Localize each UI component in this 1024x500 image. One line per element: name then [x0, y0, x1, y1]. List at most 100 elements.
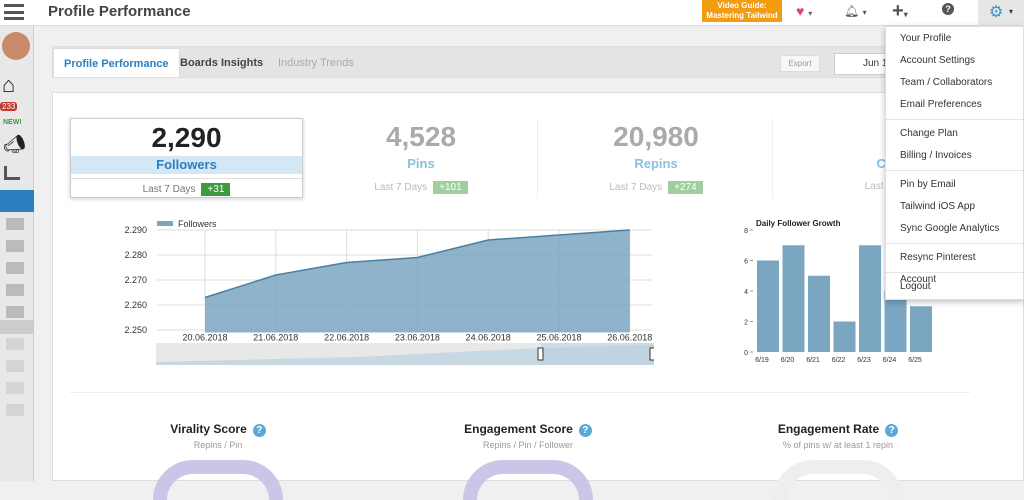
score-title-text: Virality Score	[170, 422, 247, 436]
x-tick-label: 23.06.2018	[395, 333, 440, 343]
heart-icon[interactable]: ♥ ▾	[796, 3, 813, 19]
y-tick-label: 8	[744, 228, 748, 235]
menu-item[interactable]: Email Preferences	[900, 99, 982, 110]
tab[interactable]: Profile Performance	[53, 48, 180, 78]
y-tick-label: 4	[744, 289, 748, 296]
menu-item[interactable]: Sync Google Analytics	[900, 223, 1000, 234]
menu-separator	[886, 119, 1023, 120]
settings-button[interactable]: ⚙ ▾	[978, 0, 1024, 26]
x-tick-label: 25.06.2018	[536, 333, 581, 343]
page-title: Profile Performance	[48, 3, 191, 20]
y-tick-label: 0	[744, 350, 748, 357]
x-tick-label: 21.06.2018	[253, 333, 298, 343]
chart-title: Daily Follower Growth	[756, 219, 841, 228]
change-badge: +101	[433, 181, 468, 194]
chart-icon[interactable]	[4, 166, 20, 180]
menu-item[interactable]: Resync Pinterest Account	[900, 252, 976, 285]
y-tick-label: 2.260	[124, 300, 147, 310]
nav-icons[interactable]	[6, 338, 24, 418]
y-tick-label: 2.270	[124, 275, 147, 285]
x-tick-label: 24.06.2018	[466, 333, 511, 343]
bar	[859, 245, 881, 352]
menu-item[interactable]: Billing / Invoices	[900, 150, 972, 161]
x-tick-label: 26.06.2018	[607, 333, 652, 343]
bar	[833, 321, 856, 352]
avatar[interactable]	[2, 32, 30, 60]
followers-chart: Followers 2.250 2.260 2.270 2.280 2.290 20.06.…	[124, 219, 652, 343]
menu-separator	[886, 272, 1023, 273]
navigator	[156, 343, 656, 365]
home-icon[interactable]: ⌂	[2, 72, 16, 97]
help-icon[interactable]: ?	[885, 424, 899, 437]
score-title: Engagement Score?	[428, 422, 628, 437]
x-tick-label: 6/20	[781, 357, 795, 364]
change-badge: +31	[201, 183, 231, 196]
stat-value: 2,290	[151, 122, 222, 153]
analytics-active[interactable]	[0, 190, 34, 212]
x-tick-label: 6/25	[908, 357, 922, 364]
gauge	[153, 460, 283, 500]
menu-separator	[886, 243, 1023, 244]
stat-card: 2,290 Followers Last 7 Days +31	[70, 118, 303, 198]
menu-item[interactable]: Change Plan	[900, 128, 958, 139]
score-title-text: Engagement Score	[464, 422, 573, 436]
x-tick-label: 6/22	[832, 357, 846, 364]
help-icon[interactable]: ?	[252, 424, 266, 437]
score-title-text: Engagement Rate	[777, 422, 880, 436]
menu-item[interactable]: Account Settings	[900, 55, 976, 66]
change-badge: +274	[668, 181, 703, 194]
bell-icon[interactable]: 🔔︎ ▾	[844, 4, 867, 18]
period-text: Last 7 Days	[142, 184, 196, 195]
stat-period: Last 7 Days +31	[71, 178, 302, 196]
y-tick-label: 2	[744, 320, 748, 327]
menu-icon[interactable]	[4, 4, 24, 20]
nav-icons[interactable]	[6, 218, 24, 328]
menu-item[interactable]: Your Profile	[900, 33, 952, 44]
x-tick-label: 20.06.2018	[182, 333, 227, 343]
stat-label: Repins	[634, 156, 678, 171]
menu-item[interactable]: Team / Collaborators	[900, 77, 993, 88]
y-tick-label: 6	[744, 259, 748, 266]
period-text: Last 7 Days	[374, 182, 428, 193]
growth-chart: Daily Follower Growth 0 2 4 6 8 6/19 6/20 6/21 6/…	[744, 219, 932, 364]
bar	[782, 245, 805, 352]
tab[interactable]: Boards Insights	[180, 57, 264, 69]
menu-item[interactable]: Pin by Email	[900, 179, 956, 190]
legend-label: Followers	[178, 219, 217, 229]
x-tick-label: 22.06.2018	[324, 333, 369, 343]
bar	[757, 260, 779, 352]
megaphone-icon[interactable]: 📣︎	[3, 134, 26, 154]
add-icon[interactable]: +▾	[892, 0, 908, 22]
legend-swatch	[157, 221, 173, 226]
menu-item[interactable]: Logout	[900, 281, 931, 292]
bar	[808, 275, 830, 352]
stat-period: Last 7 Days +274	[540, 181, 772, 194]
area	[205, 230, 630, 333]
stat-card: 20,980 Repins Last 7 Days +274	[540, 118, 773, 198]
x-tick-label: 6/23	[857, 357, 871, 364]
score-title: Virality Score?	[118, 422, 318, 437]
x-tick-label: 6/21	[806, 357, 820, 364]
period-text: Last 7 Days	[609, 182, 663, 193]
video-guide-line: Video Guide:	[717, 1, 767, 10]
video-guide-line: Mastering Tailwind	[706, 11, 778, 20]
new-label: NEW!	[3, 119, 22, 126]
stat-label: Pins	[407, 156, 435, 171]
score-card: Engagement Score? Repins / Pin / Follower	[428, 422, 628, 500]
tab[interactable]: Industry Trends	[278, 57, 354, 69]
help-icon[interactable]: ?	[942, 3, 954, 15]
video-guide[interactable]: Video Guide: Mastering Tailwind	[702, 0, 782, 22]
bar	[910, 306, 932, 352]
export-button[interactable]: Export	[780, 55, 820, 72]
help-icon[interactable]: ?	[578, 424, 592, 437]
line	[204, 229, 630, 299]
stat-card: 4,528 Pins Last 7 Days +101	[305, 118, 538, 198]
menu-separator	[886, 170, 1023, 171]
menu-item[interactable]: Tailwind iOS App	[900, 201, 976, 212]
score-card: Engagement Rate? % of pins w/ at least 1 …	[738, 422, 938, 500]
y-tick-label: 2.290	[124, 225, 147, 235]
score-subtitle: Repins / Pin	[193, 440, 243, 450]
divider	[0, 320, 34, 334]
x-tick-label: 6/19	[755, 357, 769, 364]
